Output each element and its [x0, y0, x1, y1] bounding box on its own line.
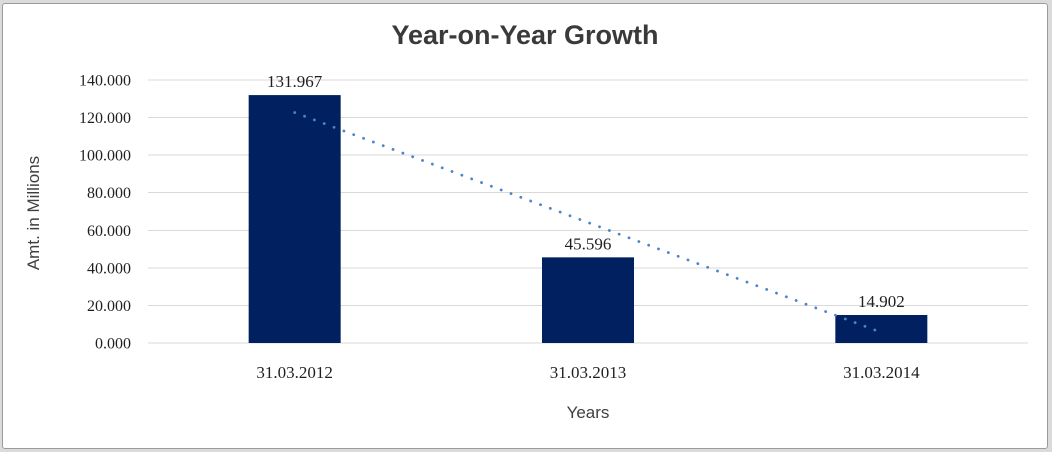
chart-frame[interactable]: 0.000 20.000 40.000 60.000 80.000 100.000 120.…: [2, 3, 1048, 449]
bar-data-label: 45.596: [565, 234, 612, 253]
bar: [248, 95, 341, 343]
bar-data-label: 14.902: [858, 292, 905, 311]
x-category-label: 31.03.2012: [256, 363, 333, 382]
y-tick-label: 0.000: [95, 336, 131, 353]
y-tick-label: 40.000: [87, 260, 131, 277]
y-tick-label: 120.000: [79, 110, 131, 127]
y-tick-label: 80.000: [87, 185, 131, 202]
x-category-label: 31.03.2014: [843, 363, 920, 382]
y-tick-label: 60.000: [87, 223, 131, 240]
trendline: [293, 111, 883, 334]
bar: [542, 257, 634, 343]
x-category-label: 31.03.2013: [550, 363, 627, 382]
x-axis-title: Years: [566, 403, 610, 422]
bar-data-label: 131.967: [267, 72, 323, 91]
y-tick-label: 20.000: [87, 298, 131, 315]
y-tick-label: 100.000: [79, 148, 131, 165]
y-tick-label: 140.000: [79, 73, 131, 90]
bar: [835, 315, 928, 343]
plot-area: 0.000 20.000 40.000 60.000 80.000 100.000 120.…: [79, 72, 1028, 382]
chart-title: Year-on-Year Growth: [391, 20, 659, 50]
y-axis-title: Amt. in Millions: [24, 155, 43, 271]
